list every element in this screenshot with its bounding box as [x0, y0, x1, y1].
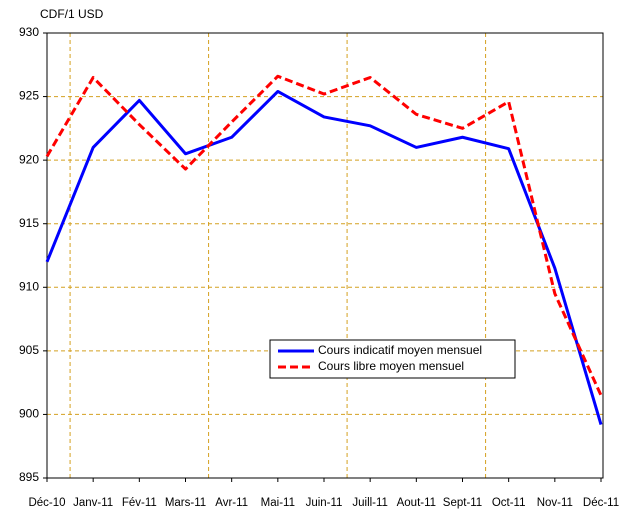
plot-area: [47, 33, 603, 478]
y-tick-label: 905: [19, 343, 39, 357]
y-tick-label: 900: [19, 407, 39, 421]
legend-label: Cours indicatif moyen mensuel: [318, 343, 482, 357]
x-tick-label: Avr-11: [215, 497, 248, 509]
x-tick-label: Aout-11: [397, 497, 436, 509]
x-tick-label: Déc-11: [583, 497, 619, 509]
x-tick-label: Juill-11: [352, 497, 388, 509]
y-tick-label: 920: [19, 152, 39, 166]
x-tick-label: Fév-11: [122, 497, 157, 509]
series-line: [45, 74, 603, 396]
y-tick-label: 895: [19, 470, 39, 484]
x-tick-label: Déc-10: [28, 497, 65, 509]
x-tick-label: Janv-11: [73, 497, 113, 509]
legend-label: Cours libre moyen mensuel: [318, 359, 464, 373]
x-tick-label: Oct-11: [492, 497, 526, 509]
legend-box: [269, 339, 516, 379]
x-tick-label: Mai-11: [261, 497, 295, 509]
y-tick-label: 915: [19, 216, 39, 230]
y-tick-label: 930: [19, 25, 39, 39]
x-tick-label: Nov-11: [537, 497, 573, 509]
y-tick-label: 925: [19, 89, 39, 103]
plot-border: [46, 32, 604, 479]
y-axis-label: CDF/1 USD: [40, 7, 104, 21]
series-line: [45, 89, 603, 426]
x-tick-label: Juin-11: [306, 497, 343, 509]
x-tick-label: Sept-11: [443, 497, 482, 509]
y-tick-label: 910: [19, 279, 39, 293]
x-tick-label: Mars-11: [165, 497, 206, 509]
